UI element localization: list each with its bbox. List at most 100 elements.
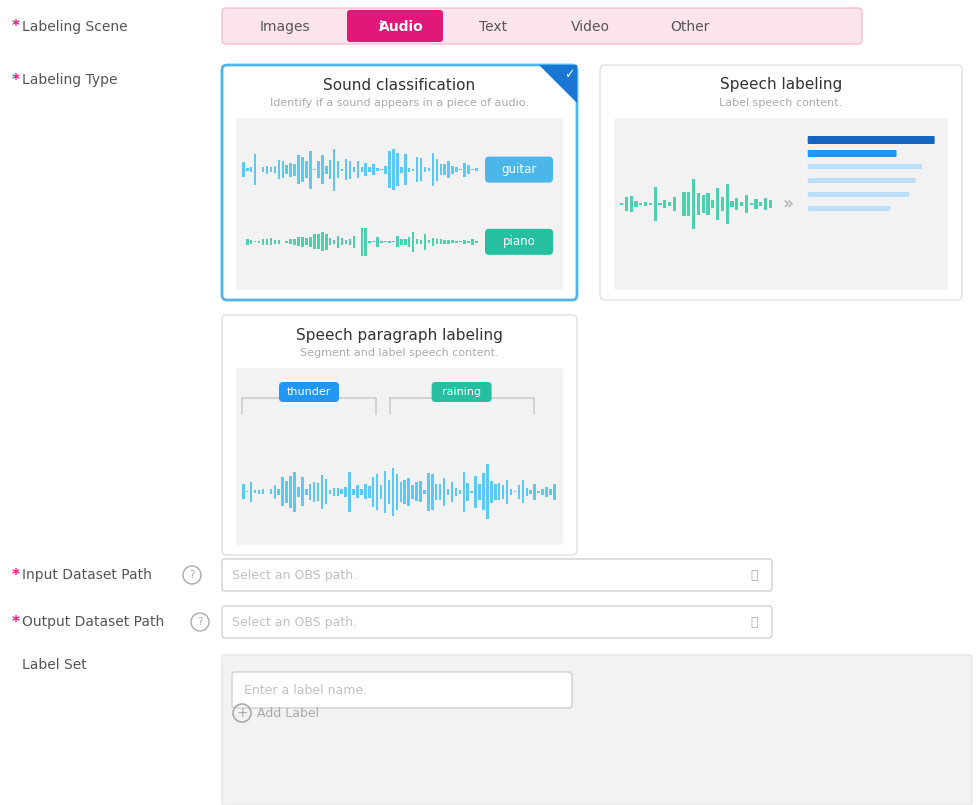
FancyBboxPatch shape — [279, 382, 339, 402]
FancyBboxPatch shape — [222, 315, 577, 555]
Bar — [427, 473, 429, 510]
Bar — [313, 481, 316, 502]
Bar — [435, 239, 438, 245]
Bar — [328, 489, 331, 494]
Bar — [654, 187, 657, 221]
Bar — [620, 203, 623, 205]
Bar — [250, 240, 253, 244]
Bar — [702, 195, 705, 213]
Bar — [293, 163, 296, 175]
Text: Output Dataset Path: Output Dataset Path — [22, 615, 165, 629]
Bar — [510, 489, 513, 494]
Bar — [384, 166, 387, 174]
Bar — [266, 166, 269, 174]
Bar — [533, 485, 536, 500]
FancyBboxPatch shape — [808, 164, 922, 169]
Bar — [452, 166, 454, 174]
Text: Sound classification: Sound classification — [323, 77, 475, 93]
Bar — [242, 162, 245, 177]
Bar — [273, 166, 276, 173]
Bar — [400, 482, 402, 502]
Bar — [644, 202, 647, 206]
Text: Label Set: Label Set — [22, 658, 87, 672]
Bar — [545, 487, 548, 497]
Bar — [353, 167, 355, 172]
Bar — [368, 241, 371, 243]
Bar — [408, 167, 411, 171]
Bar — [340, 489, 343, 494]
Bar — [246, 239, 249, 245]
Bar — [673, 197, 676, 211]
Bar — [273, 240, 276, 244]
Bar — [333, 240, 335, 244]
FancyBboxPatch shape — [600, 65, 962, 300]
Bar — [764, 198, 767, 210]
Bar — [549, 489, 552, 495]
Bar — [735, 199, 738, 209]
Bar — [416, 482, 417, 502]
Bar — [537, 491, 540, 493]
Bar — [388, 151, 391, 188]
Text: Enter a label name.: Enter a label name. — [244, 683, 368, 696]
Bar — [336, 488, 339, 496]
Bar — [277, 240, 280, 244]
FancyBboxPatch shape — [236, 368, 563, 545]
Bar — [490, 481, 493, 503]
Bar — [474, 476, 477, 508]
Bar — [471, 239, 473, 245]
Bar — [392, 149, 395, 190]
Bar — [277, 160, 280, 179]
Bar — [517, 485, 520, 499]
Bar — [337, 161, 339, 178]
Bar — [478, 484, 481, 500]
Bar — [455, 488, 458, 496]
Bar — [755, 200, 758, 208]
Bar — [659, 203, 662, 205]
Bar — [412, 232, 415, 252]
Bar — [372, 477, 374, 507]
Bar — [289, 163, 292, 176]
Bar — [412, 168, 415, 171]
Bar — [309, 151, 312, 188]
Bar — [301, 157, 304, 182]
Text: »: » — [782, 195, 793, 213]
FancyBboxPatch shape — [485, 229, 553, 255]
Bar — [431, 153, 434, 186]
Bar — [329, 160, 331, 180]
Bar — [332, 488, 335, 496]
Bar — [448, 240, 450, 244]
Bar — [360, 489, 363, 495]
Bar — [439, 239, 442, 245]
Bar — [439, 164, 442, 175]
Polygon shape — [539, 65, 577, 103]
Text: guitar: guitar — [502, 163, 537, 176]
Bar — [277, 489, 280, 495]
Bar — [463, 472, 466, 512]
Bar — [317, 483, 319, 501]
Bar — [464, 240, 465, 244]
FancyBboxPatch shape — [808, 150, 897, 157]
Text: Add Label: Add Label — [257, 707, 319, 720]
Bar — [318, 234, 319, 250]
Bar — [344, 487, 347, 497]
Bar — [396, 474, 398, 510]
Bar — [740, 202, 743, 206]
FancyBboxPatch shape — [431, 382, 492, 402]
Bar — [486, 464, 489, 519]
Bar — [634, 200, 638, 208]
Bar — [262, 489, 265, 494]
Bar — [711, 200, 714, 208]
Bar — [668, 202, 671, 206]
Bar — [444, 163, 446, 175]
Bar — [281, 477, 284, 506]
Text: +: + — [236, 706, 248, 720]
Bar — [392, 468, 394, 516]
Text: raining: raining — [442, 387, 481, 397]
Bar — [329, 238, 331, 246]
FancyBboxPatch shape — [232, 672, 572, 708]
Text: Select an OBS path.: Select an OBS path. — [232, 568, 357, 581]
Bar — [333, 149, 335, 191]
Bar — [341, 238, 343, 246]
Text: Segment and label speech content.: Segment and label speech content. — [300, 348, 499, 358]
Bar — [629, 196, 633, 212]
